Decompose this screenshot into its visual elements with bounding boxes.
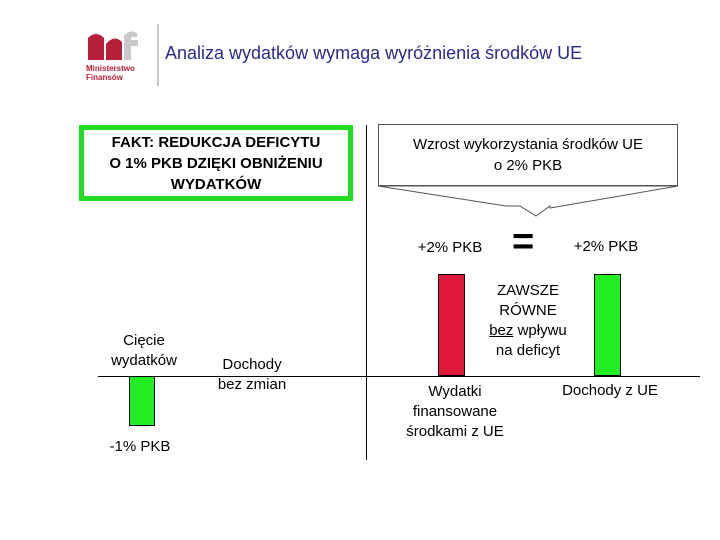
equal-note-underlined: bez bbox=[489, 322, 514, 339]
fact-line-3: WYDATKÓW bbox=[170, 175, 262, 193]
logo-text-finance: Finansów bbox=[86, 73, 123, 82]
label-always-equal: ZAWSZE RÓWNE bez wpływu na deficyt bbox=[470, 281, 586, 361]
label-plus-2pct-spending: +2% PKB bbox=[417, 239, 483, 256]
label-eu-income: Dochody z UE bbox=[562, 382, 658, 399]
label-eu-funded-spending: Wydatki finansowane środkami z UE bbox=[380, 382, 530, 442]
label-minus-1pct: -1% PKB bbox=[109, 438, 171, 455]
fact-line-2: O 1% PKB DZIĘKI OBNIŻENIU bbox=[109, 154, 323, 172]
equals-sign: = bbox=[512, 221, 535, 263]
baseline-axis bbox=[98, 376, 700, 377]
label-spending-cuts-line2: wydatków bbox=[111, 352, 177, 369]
label-income-unchanged-line1: Dochody bbox=[222, 356, 282, 373]
growth-line-2: o 2% PKB bbox=[493, 157, 563, 174]
growth-box: Wzrost wykorzystania środków UE o 2% PKB bbox=[378, 124, 678, 186]
label-eu-funded-spending-line2: finansowane bbox=[412, 403, 498, 420]
ministry-logo-mark-icon bbox=[88, 31, 138, 60]
equal-note-line2: RÓWNE bbox=[499, 302, 557, 319]
equal-note-line3-rest: wpływu bbox=[513, 322, 567, 339]
bar-eu-funded-spending bbox=[438, 274, 465, 376]
label-plus-2pct-income: +2% PKB bbox=[573, 238, 639, 255]
equal-note-line4: na deficyt bbox=[495, 342, 561, 359]
vertical-divider bbox=[366, 125, 367, 460]
page-title: Analiza wydatków wymaga wyróżnienia środ… bbox=[165, 43, 583, 63]
growth-line-1: Wzrost wykorzystania środków UE bbox=[412, 136, 644, 153]
fact-box: FAKT: REDUKCJA DEFICYTU O 1% PKB DZIĘKI … bbox=[79, 125, 353, 201]
fact-line-1: FAKT: REDUKCJA DEFICYTU bbox=[111, 133, 321, 151]
label-income-unchanged: Dochody bez zmian bbox=[196, 355, 308, 395]
label-spending-cuts: Cięcie wydatków bbox=[96, 331, 192, 371]
label-eu-funded-spending-line3: środkami z UE bbox=[406, 423, 504, 440]
label-spending-cuts-line1: Cięcie bbox=[123, 332, 165, 349]
funnel-arrow-icon bbox=[378, 186, 678, 217]
label-income-unchanged-line2: bez zmian bbox=[217, 376, 287, 393]
label-eu-funded-spending-line1: Wydatki bbox=[428, 383, 482, 400]
header-divider bbox=[157, 24, 159, 86]
ministry-logo: Ministerstwo Finansów bbox=[86, 28, 158, 84]
equal-note-line1: ZAWSZE bbox=[497, 282, 559, 299]
bar-eu-income bbox=[594, 274, 621, 376]
bar-spending-cuts bbox=[129, 376, 155, 426]
logo-text-ministry: Ministerstwo bbox=[86, 64, 135, 73]
